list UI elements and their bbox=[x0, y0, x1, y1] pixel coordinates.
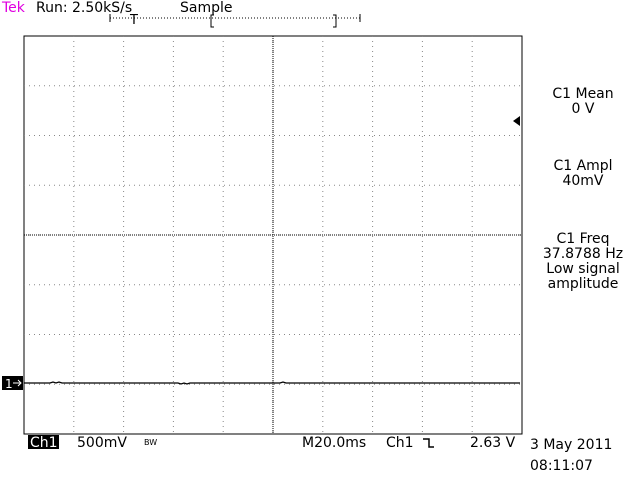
brand: Tek bbox=[1, 0, 26, 16]
channel-box bbox=[28, 435, 59, 449]
trigger-slope-icon bbox=[423, 438, 434, 448]
volts-per-div: 500mV bbox=[77, 435, 127, 451]
date: 3 May 2011 bbox=[530, 437, 612, 453]
timebase: M20.0ms bbox=[302, 435, 366, 451]
measurement-value: 0 V bbox=[572, 101, 595, 117]
view-bracket-right bbox=[333, 14, 337, 28]
channel: Ch1 bbox=[30, 435, 58, 451]
view-bracket-left bbox=[210, 14, 214, 28]
measurement-value: 40mV bbox=[562, 173, 603, 189]
graticule bbox=[23, 35, 523, 435]
measurement-label: C1 Mean bbox=[552, 86, 613, 102]
run-status: Run: 2.50kS/s bbox=[36, 0, 132, 16]
measurement-label: C1 Ampl bbox=[553, 158, 612, 174]
measurement-note: amplitude bbox=[548, 276, 619, 292]
waveform-trace bbox=[24, 381, 520, 385]
trigger-level-marker bbox=[513, 116, 520, 126]
channel-marker: 1 bbox=[5, 377, 13, 391]
time: 08:11:07 bbox=[530, 458, 593, 474]
trigger-position-marker: T bbox=[129, 13, 138, 28]
measurement-note: Low signal bbox=[546, 261, 619, 277]
channel-marker-arrow bbox=[13, 379, 22, 387]
measurement-label: C1 Freq bbox=[556, 231, 609, 247]
channel-marker-box bbox=[2, 376, 23, 390]
trigger-level: 2.63 V bbox=[470, 435, 516, 451]
measurement-value: 37.8788 Hz bbox=[543, 246, 623, 262]
acquisition-mode: Sample bbox=[180, 0, 233, 16]
trigger-source: Ch1 bbox=[386, 435, 414, 451]
bandwidth-limit: BW bbox=[144, 438, 157, 447]
